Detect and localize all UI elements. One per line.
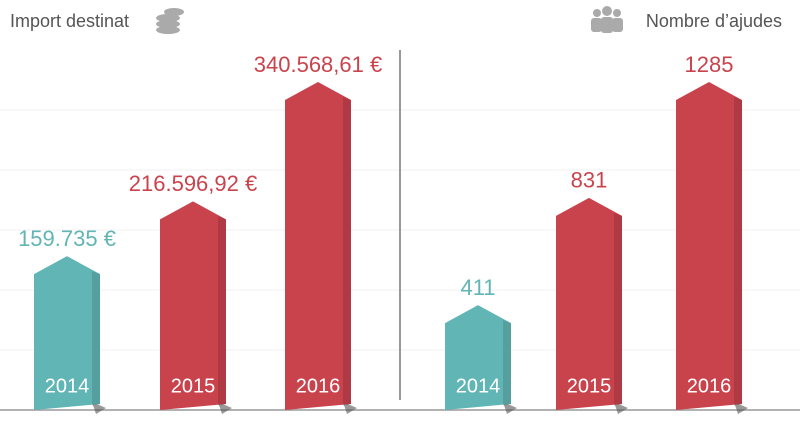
value-label: 159.735 €: [18, 226, 116, 251]
ribbon-fold: [218, 402, 232, 414]
ribbon-fold: [503, 402, 517, 414]
category-label: 2014: [45, 375, 90, 397]
value-label: 216.596,92 €: [129, 171, 257, 196]
bar-shade: [503, 320, 511, 406]
ribbon-fold: [92, 402, 106, 414]
people-icon: [591, 6, 623, 33]
bar: [285, 82, 351, 410]
value-label: 411: [460, 275, 495, 300]
bar: [676, 82, 742, 410]
category-label: 2015: [171, 375, 216, 397]
category-label: 2016: [296, 375, 341, 397]
category-label: 2014: [456, 375, 501, 397]
bar-shade: [614, 212, 622, 406]
category-label: 2015: [567, 375, 612, 397]
value-label: 340.568,61 €: [254, 52, 382, 77]
category-label: 2016: [687, 375, 732, 397]
ribbon-fold: [734, 402, 748, 414]
value-label: 1285: [685, 52, 734, 77]
ribbon-fold: [614, 402, 628, 414]
bar: [556, 197, 622, 410]
bar-shade: [92, 271, 100, 406]
bar-shade: [734, 97, 742, 406]
bar: [445, 305, 511, 410]
bar: [160, 201, 226, 410]
bar-shade: [343, 97, 351, 406]
bar-shade: [218, 216, 226, 406]
coins-icon: [156, 8, 184, 34]
ribbon-fold: [343, 402, 357, 414]
value-label: 831: [571, 168, 608, 193]
bar: [34, 256, 100, 410]
chart-title: Import destinat: [10, 11, 129, 31]
chart-title: Nombre d’ajudes: [646, 11, 782, 31]
